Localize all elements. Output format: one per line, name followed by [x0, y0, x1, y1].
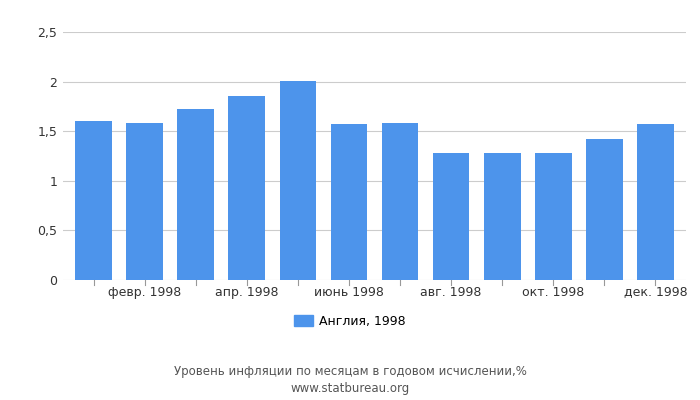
Bar — [177, 109, 214, 280]
Text: www.statbureau.org: www.statbureau.org — [290, 382, 410, 395]
Bar — [586, 139, 623, 280]
Bar — [330, 124, 368, 280]
Bar — [228, 96, 265, 280]
Bar — [382, 123, 419, 280]
Bar — [433, 153, 470, 280]
Bar — [126, 123, 163, 280]
Text: Уровень инфляции по месяцам в годовом исчислении,%: Уровень инфляции по месяцам в годовом ис… — [174, 365, 526, 378]
Legend: Англия, 1998: Англия, 1998 — [290, 311, 410, 332]
Bar — [76, 121, 112, 280]
Bar — [279, 81, 316, 280]
Bar — [637, 124, 673, 280]
Bar — [535, 153, 572, 280]
Bar — [484, 153, 521, 280]
